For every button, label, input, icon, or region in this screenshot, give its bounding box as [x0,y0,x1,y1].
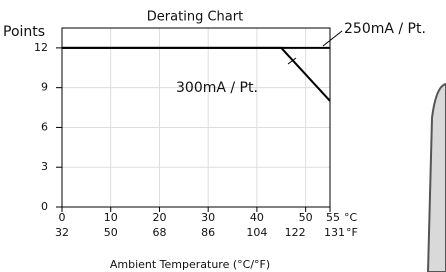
x-tick-label: 20 [152,211,166,224]
product-image [428,84,446,272]
series-label: 300mA / Pt. [176,80,258,96]
x-tick-label: 40 [250,211,264,224]
x-tick-label: 55 [326,211,340,224]
x-tick-label: 10 [104,211,118,224]
x2-tick-label: 50 [104,226,118,239]
chart-title: Derating Chart [147,10,243,25]
x-tick-label: 0 [59,211,66,224]
y-tick-label: 9 [41,81,48,94]
y-tick-label: 12 [34,41,48,54]
x2-tick-label: 122 [285,226,306,239]
x-tick-label: 50 [299,211,313,224]
plot-frame [62,28,330,207]
x2-tick-label: 68 [152,226,166,239]
x2-tick-label: 104 [246,226,267,239]
x-tick-label: 30 [201,211,215,224]
y-axis-label: Points [3,24,45,40]
y-tick-label: 6 [41,120,48,133]
page: Derating Chart Points Ambient Temperatur… [0,0,446,272]
chart: Derating Chart Points Ambient Temperatur… [0,0,446,272]
x2-tick-label: 86 [201,226,215,239]
x-unit: °C [344,211,358,224]
series-label: 250mA / Pt. [344,21,426,37]
x2-tick-label: 32 [55,226,69,239]
x-axis-label: Ambient Temperature (°C/°F) [110,258,270,271]
x2-tick-label: 131 [324,226,345,239]
y-tick-label: 0 [41,200,48,213]
leader-line [323,31,342,46]
x2-unit: °F [346,226,358,239]
y-tick-label: 3 [41,160,48,173]
